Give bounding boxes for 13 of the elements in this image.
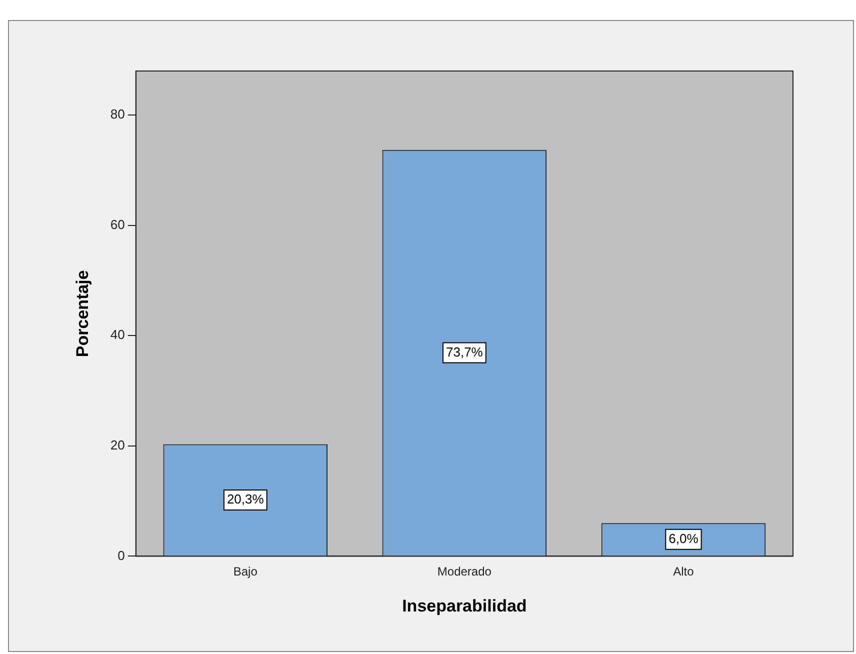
x-axis-title: Inseparabilidad <box>402 596 527 616</box>
y-tick-label: 0 <box>118 548 125 563</box>
y-tick-label: 60 <box>110 216 125 232</box>
data-label: 73,7% <box>446 344 484 360</box>
x-tick-label: Moderado <box>437 564 492 579</box>
y-tick-label: 80 <box>110 106 125 122</box>
y-axis-title: Porcentaje <box>72 270 92 358</box>
y-tick-label: 20 <box>110 438 125 453</box>
x-tick-label: Alto <box>673 564 694 579</box>
x-tick-label: Bajo <box>233 564 258 579</box>
data-label: 6,0% <box>668 530 699 546</box>
y-tick-label: 40 <box>110 327 125 342</box>
data-label: 20,3% <box>226 492 264 507</box>
